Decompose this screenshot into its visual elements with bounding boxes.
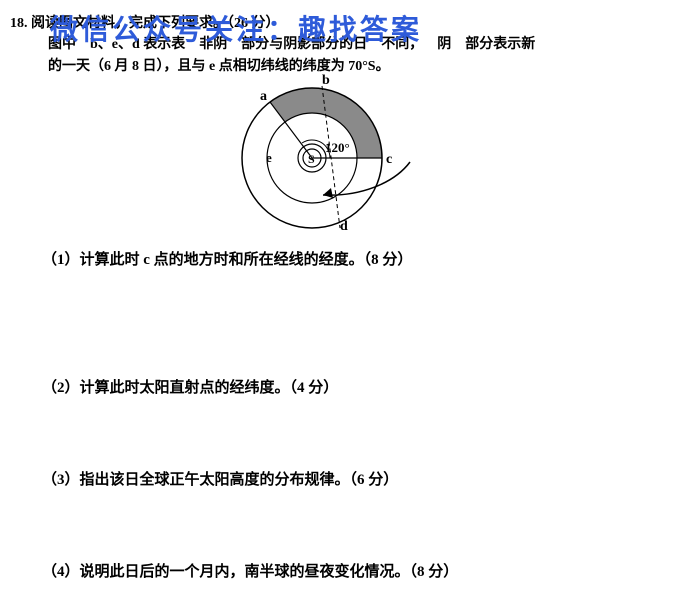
- subquestion-2: （2）计算此时太阳直射点的经纬度。（4 分）: [42, 376, 642, 397]
- label-a: a: [260, 89, 267, 104]
- subquestion-4: （4）说明此日后的一个月内，南半球的昼夜变化情况。（8 分）: [42, 560, 642, 581]
- subquestion-1: （1）计算此时 c 点的地方时和所在经线的经度。（8 分）: [42, 248, 642, 269]
- label-d: d: [340, 219, 348, 233]
- label-b: b: [322, 73, 330, 88]
- rotation-arrow: [315, 160, 425, 210]
- question-number: 18.: [10, 16, 28, 31]
- watermark-text: 微信公众号关注：趣找答案: [50, 8, 690, 48]
- label-e: e: [266, 150, 272, 165]
- label-angle: 120°: [325, 140, 350, 155]
- subquestion-3: （3）指出该日全球正午太阳高度的分布规律。（6 分）: [42, 468, 642, 489]
- label-s: S: [308, 152, 315, 166]
